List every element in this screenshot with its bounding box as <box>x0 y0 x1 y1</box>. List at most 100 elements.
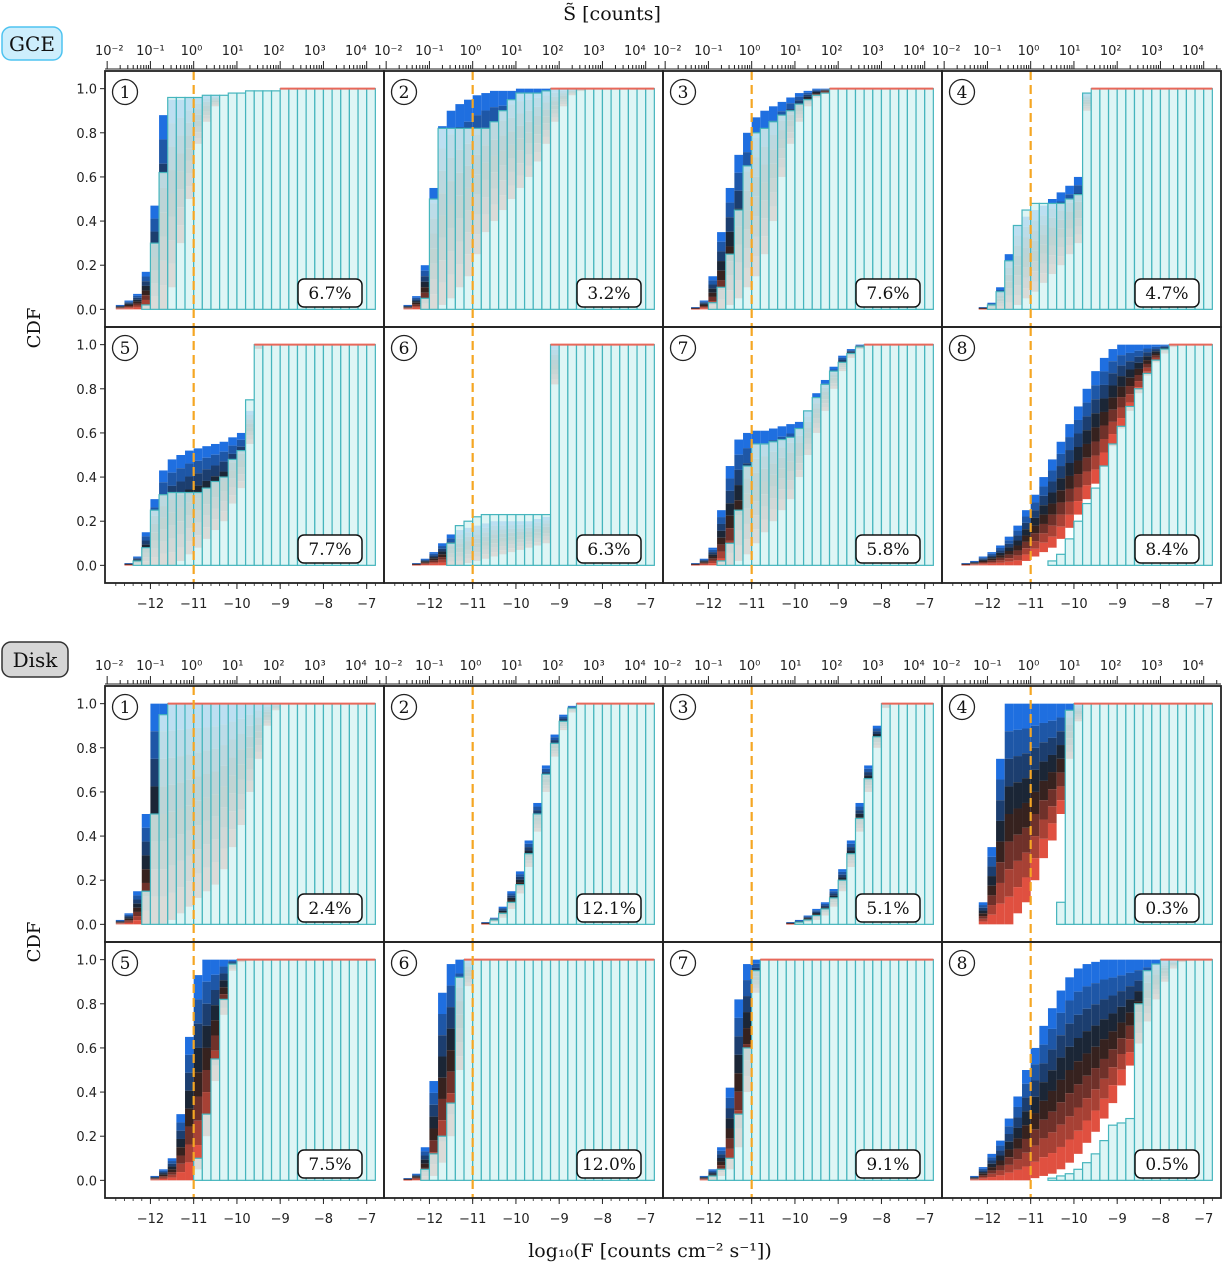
posterior-band <box>1065 450 1074 463</box>
cdf-bar <box>1056 901 1066 925</box>
cdf-bar <box>802 919 813 925</box>
posterior-band <box>838 871 847 875</box>
cdf-bar <box>1038 202 1049 310</box>
posterior-band <box>978 1175 988 1178</box>
posterior-band <box>438 559 447 563</box>
posterior-band <box>150 1177 160 1179</box>
posterior-band <box>699 560 709 562</box>
cdf-bar <box>1125 88 1136 310</box>
posterior-band <box>1022 852 1031 878</box>
posterior-band <box>699 558 709 560</box>
posterior-band <box>864 772 873 776</box>
posterior-band <box>403 1180 413 1181</box>
posterior-band <box>455 104 465 127</box>
posterior-band <box>1056 514 1066 527</box>
cdf-bar <box>906 703 917 925</box>
panel-frame <box>941 326 1222 584</box>
panel-disk-1: 12.4%0.00.20.40.60.81.0 <box>76 685 385 943</box>
cdf-bar <box>575 959 586 1181</box>
posterior-band <box>1082 416 1092 431</box>
top-tick-label: 10⁻¹ <box>136 659 165 674</box>
posterior-band <box>150 1179 160 1180</box>
top-tick-label: 10¹ <box>501 659 523 674</box>
top-tick-label: 10³ <box>583 44 605 59</box>
cdf-bar <box>846 853 857 925</box>
x-tick-label: −11 <box>1017 1212 1044 1227</box>
panel-number-badge <box>669 693 697 721</box>
posterior-band <box>159 139 168 164</box>
cdf-bar <box>794 103 805 310</box>
cdf-bar <box>610 344 621 566</box>
x-tick-label: −8 <box>593 1212 612 1227</box>
cdf-bar <box>707 302 718 310</box>
posterior-band <box>124 306 134 308</box>
posterior-band <box>708 296 718 302</box>
posterior-band <box>734 1073 744 1092</box>
posterior-band <box>550 740 560 743</box>
posterior-band <box>743 1012 752 1029</box>
posterior-band <box>846 350 856 352</box>
cdf-bar <box>802 410 813 566</box>
percent-label: 7.7% <box>308 540 351 560</box>
cdf-bar <box>811 397 822 566</box>
cdf-bar <box>428 198 439 310</box>
posterior-band <box>1056 490 1066 503</box>
posterior-band <box>1073 968 1083 992</box>
panel-number-badge <box>111 693 139 721</box>
cdf-bar <box>610 959 621 1181</box>
posterior-band <box>420 559 430 561</box>
cdf-bar <box>567 88 578 310</box>
posterior-band <box>1134 980 1144 992</box>
posterior-band <box>1030 533 1040 542</box>
cdf-bar <box>141 547 152 566</box>
posterior-band <box>812 911 821 914</box>
posterior-band <box>438 1120 447 1142</box>
posterior-band <box>996 1140 1005 1146</box>
x-tick-label: −10 <box>1060 1212 1087 1227</box>
posterior-band <box>970 562 979 564</box>
posterior-band <box>987 876 997 886</box>
posterior-band <box>725 503 735 516</box>
cdf-bar <box>575 344 586 566</box>
cdf-bar <box>506 513 517 566</box>
posterior-band <box>1022 522 1031 530</box>
y-tick-label: 0.8 <box>76 127 97 142</box>
x-tick-label: −10 <box>502 597 529 612</box>
posterior-band <box>691 563 700 565</box>
posterior-band <box>185 1072 194 1091</box>
cdf-bar <box>820 383 831 566</box>
panel-number: 1 <box>120 698 131 718</box>
posterior-band <box>1091 371 1100 386</box>
posterior-band <box>803 918 813 920</box>
cdf-bar <box>1056 202 1066 310</box>
cdf-bar <box>1185 703 1196 925</box>
posterior-band <box>446 1071 456 1094</box>
posterior-band <box>185 1054 194 1073</box>
posterior-band <box>1030 858 1040 881</box>
posterior-band <box>978 564 988 566</box>
posterior-band <box>1013 782 1023 809</box>
top-tick-label: 10⁴ <box>903 44 925 59</box>
posterior-band <box>855 802 865 807</box>
cdf-bar <box>601 344 612 566</box>
panel-frame <box>941 941 1222 1199</box>
top-tick-label: 10⁴ <box>345 44 367 59</box>
posterior-band <box>228 962 237 964</box>
panel-number-badge <box>669 78 697 106</box>
posterior-band <box>1143 352 1152 357</box>
posterior-band <box>786 923 795 924</box>
posterior-band <box>1022 529 1031 536</box>
percent-label: 12.1% <box>582 899 636 919</box>
posterior-band <box>978 1167 988 1169</box>
posterior-band <box>210 454 220 466</box>
y-tick-label: 0.8 <box>76 742 97 757</box>
posterior-band <box>236 432 246 440</box>
posterior-band <box>864 768 873 773</box>
posterior-band <box>1039 1025 1048 1045</box>
posterior-band <box>412 1176 421 1178</box>
top-tick-label: 10⁻¹ <box>694 659 723 674</box>
percent-label: 5.8% <box>866 540 909 560</box>
posterior-band <box>699 561 709 563</box>
cdf-bar <box>340 88 350 310</box>
posterior-band <box>1030 1064 1040 1081</box>
